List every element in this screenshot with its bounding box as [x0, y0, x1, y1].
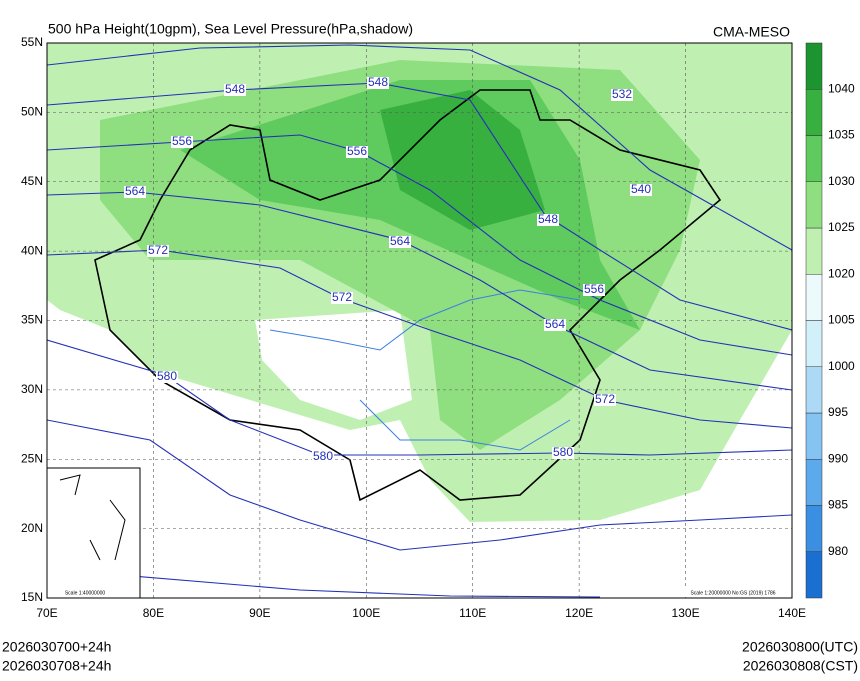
colorbar-label: 1005: [828, 313, 855, 327]
lat-tick-label: 55N: [21, 35, 43, 49]
colorbar-box: [805, 42, 823, 90]
lat-tick-label: 50N: [21, 105, 43, 119]
lat-tick-label: 15N: [21, 590, 43, 604]
contour-label: 580: [553, 445, 573, 459]
contour-label-bg: [630, 184, 652, 196]
colorbar-box: [805, 551, 823, 599]
lat-tick-label: 45N: [21, 174, 43, 188]
contour-label-bg: [611, 89, 633, 101]
colorbar-box: [805, 505, 823, 552]
main-scale: Scale 1:20000000 No:GS (2019) 1786: [690, 590, 775, 596]
contour-label: 564: [390, 234, 410, 248]
contour-label-bg: [171, 136, 193, 148]
colorbar-label: 1030: [828, 174, 855, 188]
colorbar-box: [805, 366, 823, 414]
contour-label: 540: [631, 182, 651, 196]
contour-label: 572: [332, 290, 352, 304]
graticule: [47, 43, 792, 598]
colorbar-box: [805, 274, 823, 321]
colorbar-label: 985: [828, 498, 848, 512]
contour-label-bg: [346, 146, 368, 158]
contour-label-bg: [552, 447, 574, 459]
lon-tick-label: 90E: [249, 606, 270, 620]
lon-tick-label: 80E: [143, 606, 164, 620]
contour-label: 556: [172, 134, 192, 148]
scale-box: [676, 589, 791, 597]
lon-tick-label: 130E: [672, 606, 700, 620]
contour-label: 580: [313, 449, 333, 463]
colorbar-label: 1025: [828, 220, 855, 234]
lon-tick-label: 100E: [352, 606, 380, 620]
colorbar-box: [805, 412, 823, 460]
inset-scale: Scale 1:40000000: [65, 590, 106, 596]
contour-label: 556: [347, 144, 367, 158]
contour-label-bg: [367, 77, 389, 89]
lon-tick-label: 140E: [778, 606, 806, 620]
source: CMA-MESO: [713, 24, 790, 40]
contour-label: 532: [612, 87, 632, 101]
colorbar-label: 1035: [828, 128, 855, 142]
lat-tick-label: 20N: [21, 521, 43, 535]
colorbar-label: 1040: [828, 81, 855, 95]
contour-label: 564: [545, 317, 565, 331]
contour-label-bg: [389, 236, 411, 248]
colorbar-box: [805, 181, 823, 229]
colorbar-label: 980: [828, 544, 848, 558]
contour-labels: 548 548 532 556 556 540 564 548 564 572 556 572 564 5…: [124, 75, 652, 463]
contour-label-bg: [544, 319, 566, 331]
lon-tick-label: 120E: [565, 606, 593, 620]
contour-label: 572: [595, 392, 615, 406]
colorbar-label: 995: [828, 405, 848, 419]
colorbar-box: [805, 89, 823, 136]
contour-label: 572: [148, 243, 168, 257]
map-area: 548 548 532 556 556 540 564 548 564 572 556 572 564 5…: [47, 43, 792, 598]
contour-label-bg: [583, 284, 605, 296]
lat-tick-label: 30N: [21, 382, 43, 396]
colorbar-label: 1000: [828, 359, 855, 373]
footer-left: 2026030700+24h: [2, 639, 111, 655]
contour-label: 548: [538, 212, 558, 226]
lat-tick-label: 25N: [21, 451, 43, 465]
contour-label-bg: [124, 186, 146, 198]
colorbar-box: [805, 320, 823, 367]
lon-tick-label: 110E: [459, 606, 486, 620]
contour-label: 556: [584, 282, 604, 296]
lat-tick-label: 35N: [21, 313, 43, 327]
footer-right: 2026030808(CST): [743, 658, 858, 674]
lon-tick-label: 70E: [36, 606, 57, 620]
inset-map: [46, 467, 141, 599]
colorbar-box: [805, 459, 823, 506]
colorbar-label: 1020: [828, 266, 855, 280]
map-frame: [46, 42, 793, 599]
contour-label: 580: [157, 369, 177, 383]
contour-label-bg: [331, 292, 353, 304]
colorbar-box: [805, 135, 823, 182]
contour-label-bg: [537, 214, 559, 226]
footer-right: 2026030800(UTC): [742, 639, 858, 655]
contour-label-bg: [147, 245, 169, 257]
contour-label: 548: [225, 82, 245, 96]
colorbar-label: 990: [828, 451, 848, 465]
contour-label-bg: [312, 451, 334, 463]
contour-label-bg: [594, 394, 616, 406]
inset-coast: [59, 474, 126, 561]
contour-label: 564: [125, 184, 145, 198]
contour-label-bg: [156, 371, 178, 383]
title: 500 hPa Height(10gpm), Sea Level Pressur…: [48, 21, 413, 37]
footer-left: 2026030708+24h: [2, 658, 111, 674]
lat-tick-label: 40N: [21, 243, 43, 257]
contour-label-bg: [224, 84, 246, 96]
contour-label: 548: [368, 75, 388, 89]
colorbar-box: [805, 227, 823, 275]
